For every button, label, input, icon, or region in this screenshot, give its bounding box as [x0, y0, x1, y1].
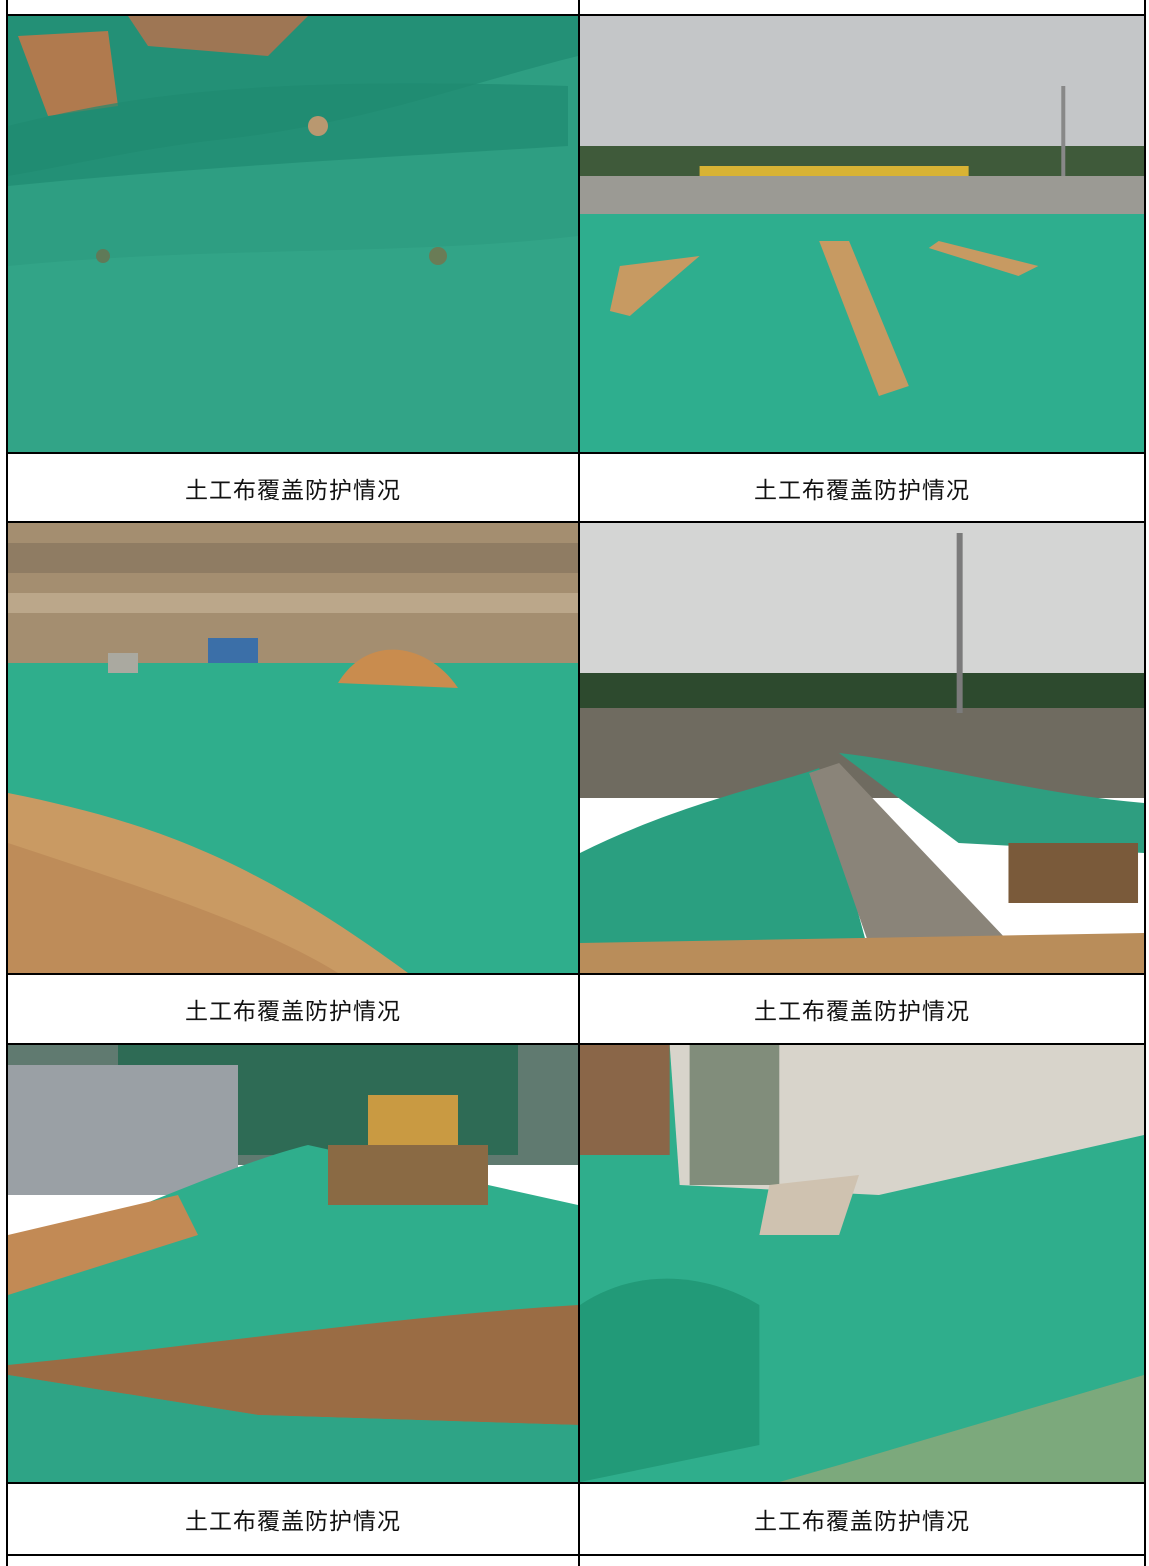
- photo-1-image: [8, 16, 578, 452]
- photo-4-image: [580, 523, 1144, 973]
- photo-5-image: [8, 1045, 578, 1482]
- caption-5: 土工布覆盖防护情况: [8, 1484, 580, 1556]
- photo-4: [580, 523, 1144, 975]
- caption-3: 土工布覆盖防护情况: [8, 975, 580, 1045]
- photo-3-image: [8, 523, 578, 973]
- caption-6: 土工布覆盖防护情况: [580, 1484, 1144, 1556]
- photo-5: [8, 1045, 580, 1484]
- photo-2: [580, 16, 1144, 454]
- photo-table: 土工布覆盖防护情况 土工布覆盖防护情况: [8, 0, 1144, 1566]
- photo-1: [8, 16, 580, 454]
- photo-2-image: [580, 16, 1144, 452]
- caption-4: 土工布覆盖防护情况: [580, 975, 1144, 1045]
- photo-6: [580, 1045, 1144, 1484]
- caption-1: 土工布覆盖防护情况: [8, 454, 580, 523]
- table-bottom-tail-right: [580, 1556, 1144, 1566]
- table-top-pad-right: [580, 0, 1144, 16]
- photo-6-image: [580, 1045, 1144, 1482]
- photo-record-sheet: 土工布覆盖防护情况 土工布覆盖防护情况: [6, 0, 1146, 1566]
- caption-2: 土工布覆盖防护情况: [580, 454, 1144, 523]
- table-top-pad-left: [8, 0, 580, 16]
- table-bottom-tail-left: [8, 1556, 580, 1566]
- photo-3: [8, 523, 580, 975]
